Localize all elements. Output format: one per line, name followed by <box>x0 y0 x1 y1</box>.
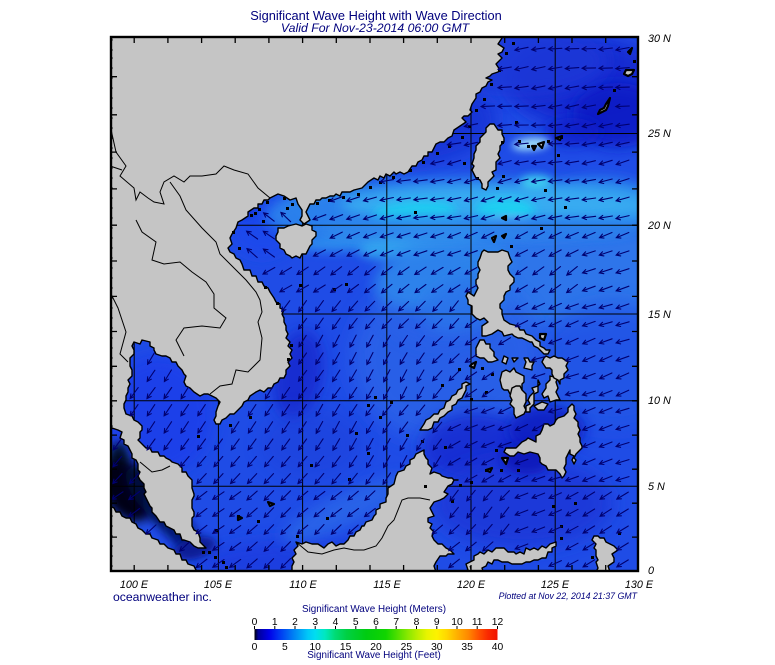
svg-text:Valid For Nov-23-2014 06:00 GM: Valid For Nov-23-2014 06:00 GMT <box>281 21 471 35</box>
svg-text:120 E: 120 E <box>457 579 486 591</box>
svg-text:12: 12 <box>492 617 504 628</box>
svg-text:2: 2 <box>292 617 298 628</box>
svg-text:5: 5 <box>353 617 359 628</box>
svg-text:0: 0 <box>252 617 258 628</box>
svg-text:10: 10 <box>309 642 321 653</box>
svg-text:4: 4 <box>333 617 339 628</box>
svg-text:115 E: 115 E <box>373 579 401 591</box>
svg-text:11: 11 <box>472 617 483 628</box>
svg-text:40: 40 <box>492 642 504 653</box>
svg-text:3: 3 <box>312 617 318 628</box>
svg-text:20 N: 20 N <box>647 220 671 232</box>
svg-text:25 N: 25 N <box>647 128 671 140</box>
svg-text:0: 0 <box>252 642 258 653</box>
svg-text:Significant Wave Height (Feet): Significant Wave Height (Feet) <box>307 650 441 661</box>
svg-text:100 E: 100 E <box>120 579 149 591</box>
svg-text:1: 1 <box>272 617 278 628</box>
svg-text:30: 30 <box>431 642 443 653</box>
svg-text:6: 6 <box>373 617 379 628</box>
svg-text:0: 0 <box>648 565 654 577</box>
svg-text:5 N: 5 N <box>648 481 665 493</box>
svg-text:105 E: 105 E <box>204 579 233 591</box>
svg-text:9: 9 <box>434 617 440 628</box>
svg-text:110 E: 110 E <box>289 579 317 591</box>
svg-text:15: 15 <box>340 642 352 653</box>
svg-text:125 E: 125 E <box>541 579 570 591</box>
svg-text:oceanweather inc.: oceanweather inc. <box>113 590 212 604</box>
svg-text:10: 10 <box>451 617 463 628</box>
svg-text:8: 8 <box>414 617 420 628</box>
svg-text:Plotted at Nov 22, 2014 21:37: Plotted at Nov 22, 2014 21:37 GMT <box>499 591 638 601</box>
svg-text:30 N: 30 N <box>648 33 671 45</box>
svg-text:15 N: 15 N <box>648 309 671 321</box>
svg-text:20: 20 <box>370 642 382 653</box>
svg-text:35: 35 <box>461 642 473 653</box>
svg-text:7: 7 <box>393 617 399 628</box>
svg-text:Significant Wave Height (Meter: Significant Wave Height (Meters) <box>302 604 446 615</box>
svg-text:25: 25 <box>401 642 413 653</box>
svg-text:Significant Wave Height with W: Significant Wave Height with Wave Direct… <box>250 8 502 23</box>
svg-text:5: 5 <box>282 642 288 653</box>
svg-text:10 N: 10 N <box>648 395 671 407</box>
svg-text:130 E: 130 E <box>625 579 654 591</box>
